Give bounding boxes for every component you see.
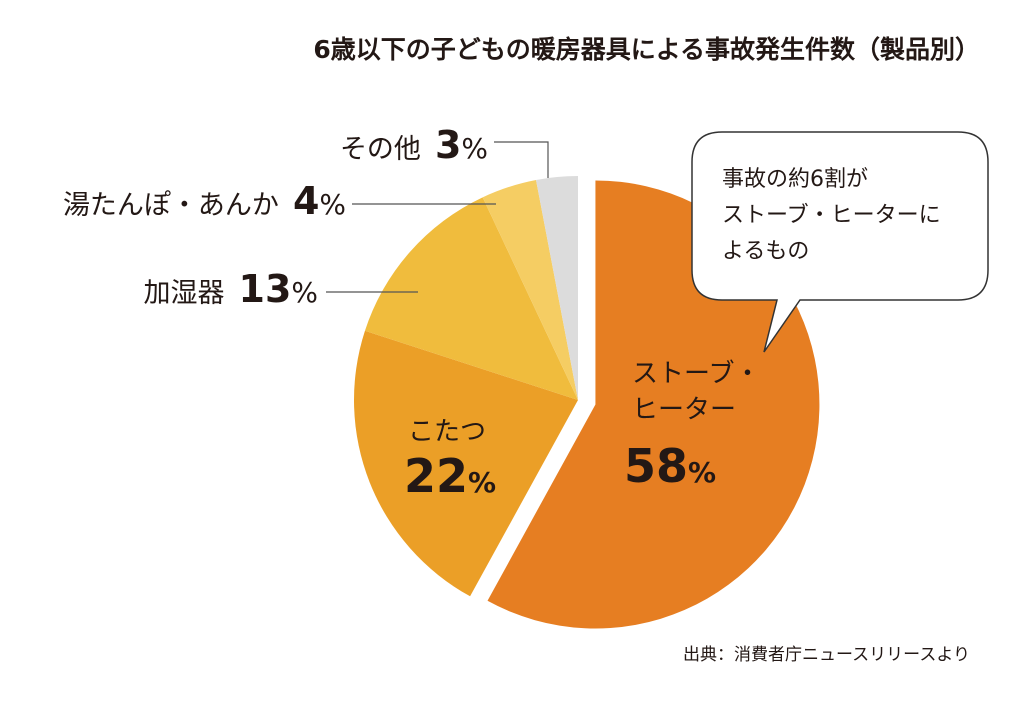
label-yutanpo-text: 湯たんぽ・あんか 4%: [63, 179, 346, 223]
label-stove-line-2: ヒーター: [632, 395, 736, 425]
source-note: 出典：消費者庁ニュースリリースより: [683, 645, 970, 665]
callout-line-3: よるもの: [722, 239, 809, 264]
chart-title: 6歳以下の子どもの暖房器具による事故発生件数（製品別）: [313, 35, 980, 64]
leader-line-other: [494, 141, 549, 178]
label-other: その他 3%: [340, 123, 549, 178]
slice-humidifier: [364, 197, 578, 400]
label-kotatsu-percent: 22%: [404, 449, 496, 503]
label-humidifier: 加湿器 13%: [144, 267, 418, 311]
callout-bubble: 事故の約6割が ストーブ・ヒーターに よるもの: [691, 131, 989, 353]
pct-sign-yutanpo: %: [319, 188, 346, 221]
pct-value-humidifier: 13: [239, 267, 292, 311]
pct-sign-other: %: [461, 132, 488, 165]
pct-sign-stove: %: [688, 456, 716, 489]
label-other-text: その他 3%: [340, 123, 488, 167]
label-other-name: その他: [340, 134, 421, 165]
label-stove-percent: 58%: [624, 439, 716, 493]
callout-line-1: 事故の約6割が: [722, 167, 868, 192]
pct-value-yutanpo: 4: [293, 179, 319, 223]
pct-value-other: 3: [435, 123, 461, 167]
label-yutanpo: 湯たんぽ・あんか 4%: [63, 179, 496, 223]
callout-line-2: ストーブ・ヒーターに: [722, 203, 941, 228]
slice-kotatsu: [353, 330, 578, 597]
label-stove: ストーブ・ ヒーター 58%: [624, 359, 760, 493]
label-stove-line-1: ストーブ・: [632, 359, 760, 389]
label-humidifier-text: 加湿器 13%: [144, 267, 319, 311]
label-kotatsu: こたつ 22%: [404, 417, 496, 503]
pct-value-kotatsu: 22: [404, 449, 468, 503]
pct-value-stove: 58: [624, 439, 688, 493]
slice-yutanpo-anka: [482, 179, 578, 400]
label-yutanpo-name: 湯たんぽ・あんか: [63, 190, 279, 221]
label-humidifier-name: 加湿器: [144, 278, 225, 309]
label-kotatsu-name: こたつ: [408, 417, 486, 447]
slice-other: [536, 176, 578, 400]
callout-shape: [691, 131, 989, 353]
pct-sign-kotatsu: %: [468, 466, 496, 499]
pct-sign-humidifier: %: [291, 276, 318, 309]
